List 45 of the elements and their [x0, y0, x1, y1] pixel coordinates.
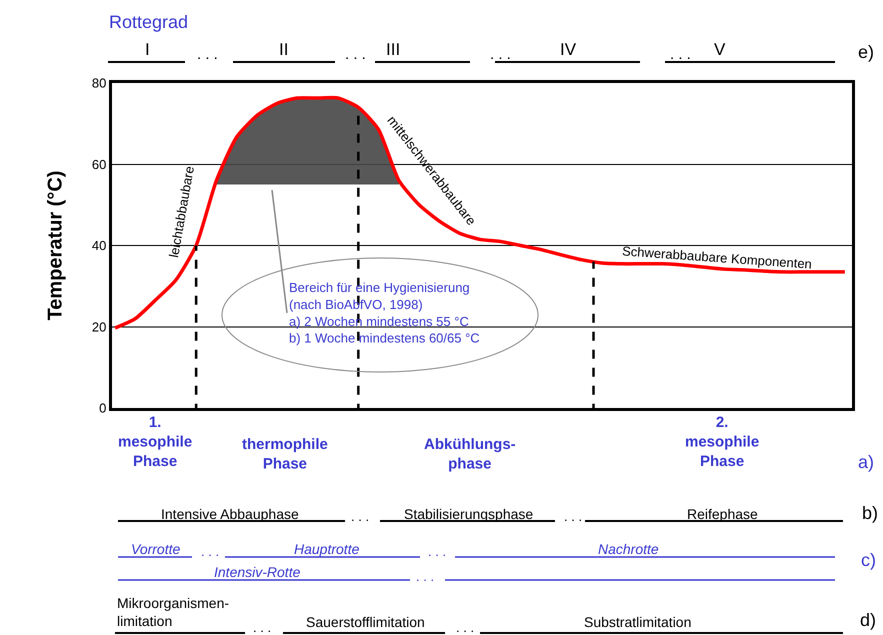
text: IV — [560, 40, 577, 59]
y-tick-label: 0 — [99, 400, 106, 416]
text: Substratlimitation — [584, 614, 692, 630]
text: . . . — [345, 46, 366, 63]
text: Stabilisierungsphase — [404, 506, 534, 522]
text: I — [145, 40, 150, 59]
text: a) — [858, 452, 874, 472]
text: Reifephase — [687, 506, 758, 522]
y-tick-label: 40 — [92, 238, 106, 254]
text: Intensiv-Rotte — [214, 564, 301, 580]
y-tick-label: 60 — [92, 156, 106, 172]
text: . . . — [490, 46, 511, 63]
text: Mikroorganismen- limitation — [117, 595, 230, 630]
annotation: Bereich für eine Hygienisierung (nach BioAbfVO, 1998) a) 2 Wochen mindestens 55 °C b) 1 Woche mindestens 60/65 °C — [289, 280, 480, 346]
text: . . . — [351, 509, 370, 524]
annotation: Schwerabbaubare Komponenten — [622, 243, 812, 272]
y-tick-label: 80 — [92, 76, 106, 91]
text: Vorrotte — [131, 541, 180, 557]
text: Intensive Abbauphase — [161, 506, 299, 522]
text: Hauptrotte — [294, 541, 360, 557]
text: . . . — [201, 544, 220, 559]
text: . . . — [416, 569, 434, 584]
text: II — [279, 40, 288, 59]
text: Rottegrad — [109, 12, 188, 32]
text: 2. mesophile Phase — [685, 414, 760, 470]
text: . . . — [253, 620, 272, 635]
text: . . . — [197, 46, 218, 63]
text: d) — [860, 610, 876, 630]
text: Abkühlungs- phase — [424, 436, 516, 472]
text: 1. mesophile Phase — [118, 414, 192, 470]
text: e) — [858, 42, 874, 62]
line-series — [113, 96, 847, 330]
text: V — [714, 40, 726, 59]
text: . . . — [456, 620, 474, 635]
text: b) — [862, 503, 878, 523]
text: c) — [861, 550, 876, 570]
y-axis-title: Temperatur (°C) — [44, 170, 66, 320]
text: . . . — [428, 544, 446, 559]
text: . . . — [564, 509, 582, 524]
text: Sauerstofflimitation — [306, 614, 425, 630]
text: Nachrotte — [598, 541, 659, 557]
text: III — [386, 40, 400, 59]
text: thermophile Phase — [242, 436, 328, 472]
text: . . . — [670, 46, 691, 63]
y-tick-label: 20 — [92, 319, 106, 334]
